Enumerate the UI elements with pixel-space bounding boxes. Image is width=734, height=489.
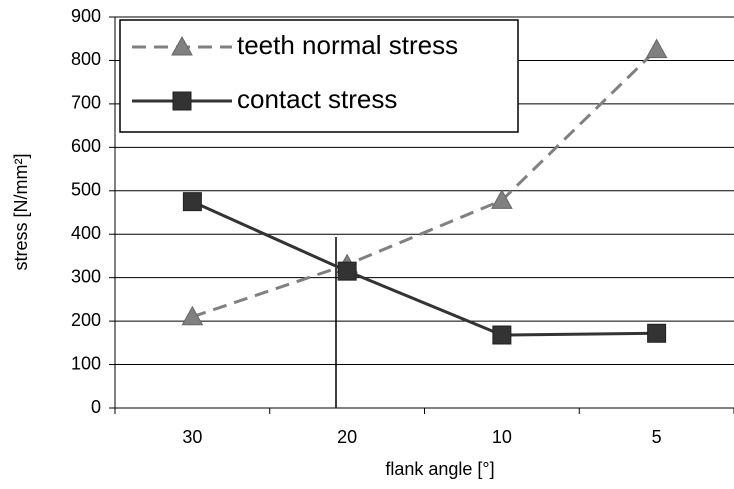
data-point [645, 38, 668, 59]
y-tick-label: 600 [71, 136, 101, 156]
x-tick-label: 5 [652, 427, 662, 447]
series-line [191, 48, 658, 319]
legend-label: teeth normal stress [237, 30, 458, 60]
data-point [491, 189, 513, 209]
legend-label: contact stress [237, 84, 397, 114]
x-tick-label: 30 [182, 427, 202, 447]
series-line [191, 200, 657, 337]
y-tick-label: 400 [71, 223, 101, 243]
y-tick-label: 300 [71, 266, 101, 286]
y-tick-label: 800 [71, 49, 101, 69]
x-tick-label: 20 [337, 427, 357, 447]
data-point [492, 325, 512, 345]
y-tick-label: 700 [71, 93, 101, 113]
x-axis-label: flank angle [°] [385, 459, 494, 479]
legend-box [119, 19, 519, 133]
y-tick-label: 0 [91, 397, 101, 417]
legend-marker [171, 35, 193, 56]
y-tick-label: 900 [71, 6, 101, 26]
legend-marker [172, 91, 192, 111]
data-point [182, 192, 202, 212]
data-point [181, 305, 204, 326]
y-axis-label: stress [N/mm²] [11, 154, 31, 271]
y-tick-label: 100 [71, 353, 101, 373]
data-point [647, 323, 667, 343]
y-tick-label: 200 [71, 310, 101, 330]
x-tick-label: 10 [492, 427, 512, 447]
y-tick-label: 500 [71, 180, 101, 200]
data-point [337, 261, 357, 281]
